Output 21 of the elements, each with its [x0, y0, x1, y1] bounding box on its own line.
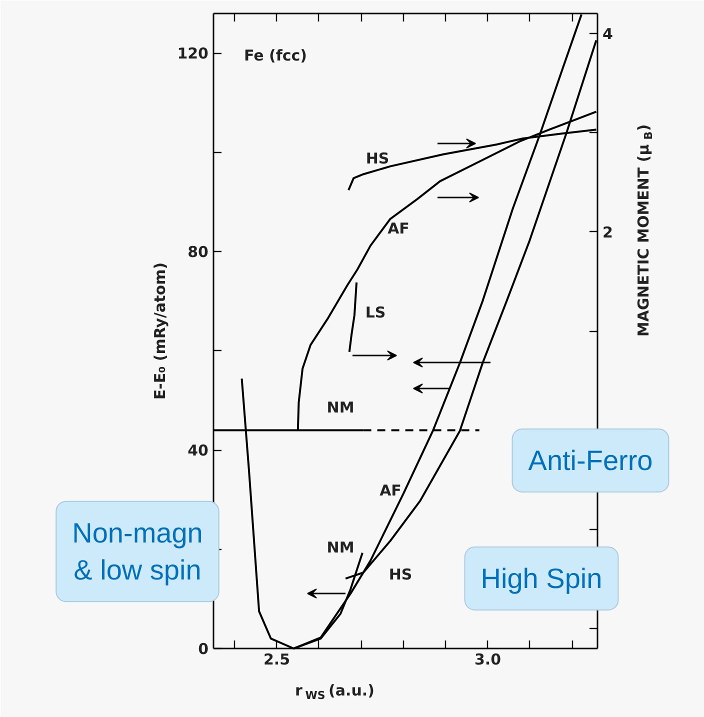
y-tick-label: 40	[188, 442, 208, 460]
y-tick-label: 80	[188, 243, 208, 262]
annotation: Anti-Ferro	[528, 445, 653, 476]
y2-tick-label: 2	[602, 223, 613, 242]
x-tick-label: 2.5	[264, 650, 290, 668]
series-label: HS	[388, 566, 412, 584]
series-label: HS	[366, 150, 390, 168]
y-tick-label: 0	[198, 640, 208, 658]
annotation: Fe (fcc)	[244, 46, 308, 64]
y2-axis-title: MAGNETIC MOMENT (μB)	[634, 124, 655, 337]
x-tick-label: 3.0	[474, 650, 502, 668]
y-axis-title: E-E₀ (mRy/atom)	[151, 262, 170, 400]
series-label: NM	[326, 398, 354, 416]
y-tick-label: 120	[177, 44, 208, 63]
annotation: High Spin	[480, 563, 602, 594]
series-label: AF	[388, 220, 410, 238]
y2-tick-label: 4	[602, 24, 613, 43]
text: Non-magn & low spin	[72, 517, 203, 586]
series-label: AF	[380, 482, 402, 500]
series-label: NM	[326, 538, 354, 556]
series-label: LS	[365, 304, 386, 322]
